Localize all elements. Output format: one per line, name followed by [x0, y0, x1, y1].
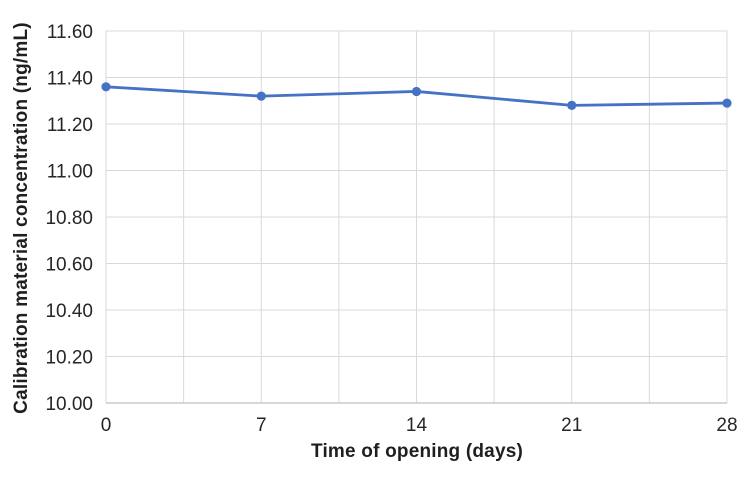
y-tick-label: 10.00 [45, 394, 93, 415]
data-point-marker [567, 100, 577, 110]
x-tick-label: 21 [561, 415, 582, 436]
y-tick-label: 11.20 [47, 115, 93, 136]
x-axis-title: Time of opening (days) [310, 441, 524, 462]
y-tick-label: 11.40 [47, 69, 93, 90]
x-tick-label: 14 [406, 415, 428, 436]
data-point-marker [256, 91, 266, 101]
y-tick-label: 10.60 [45, 255, 93, 276]
data-point-marker [411, 86, 422, 97]
x-tick-label: 0 [101, 415, 112, 436]
x-tick-label: 28 [716, 415, 737, 436]
y-tick-label: 11.60 [47, 22, 93, 43]
y-tick-label: 10.20 [45, 348, 93, 369]
y-axis-title: Calibration material concentration (ng/m… [11, 22, 32, 414]
data-point-marker [722, 98, 732, 108]
y-tick-label: 11.00 [47, 162, 93, 183]
data-point-marker [101, 82, 111, 92]
x-tick-label: 7 [256, 415, 267, 436]
y-tick-label: 10.40 [45, 301, 93, 322]
y-tick-label: 10.80 [45, 208, 93, 229]
